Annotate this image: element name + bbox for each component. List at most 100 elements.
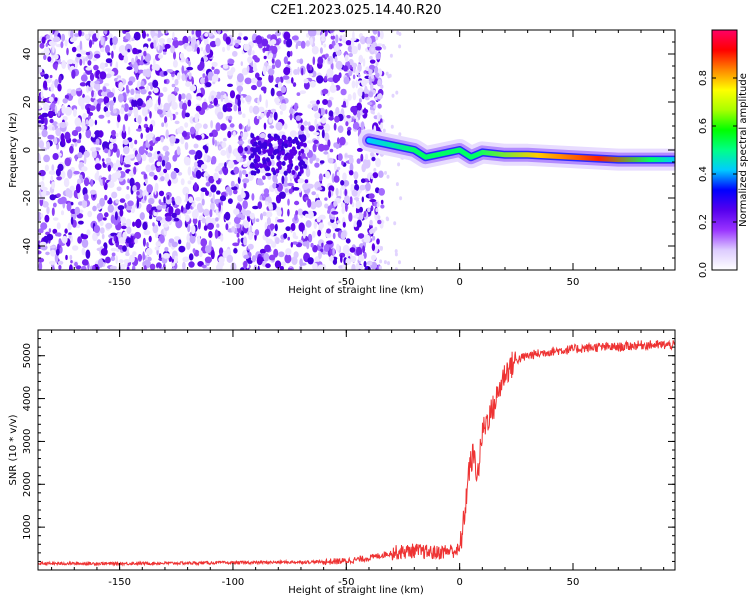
noise-dot: [274, 223, 278, 232]
noise-dot: [319, 47, 323, 54]
noise-dot: [274, 97, 281, 104]
noise-dot: [378, 93, 382, 98]
noise-dot: [335, 42, 339, 52]
noise-dot: [276, 90, 283, 97]
noise-dot: [345, 202, 348, 212]
noise-dot: [310, 201, 317, 210]
noise-dot: [88, 105, 96, 111]
noise-dot: [242, 131, 249, 138]
noise-dot: [122, 139, 129, 145]
noise-dot: [86, 85, 90, 93]
noise-dot: [217, 111, 224, 120]
noise-dot: [153, 39, 157, 50]
noise-dot: [264, 228, 271, 237]
noise-dot: [220, 91, 225, 96]
noise-dot: [232, 131, 236, 137]
noise-dot: [46, 206, 50, 215]
noise-dot: [348, 170, 354, 176]
noise-dot: [193, 143, 199, 149]
noise-dot: [154, 232, 159, 239]
colorbar-tick-label: 0.4: [698, 166, 709, 182]
noise-dot: [144, 195, 147, 201]
noise-dot: [108, 100, 115, 107]
noise-dot: [335, 60, 343, 70]
noise-dot: [320, 116, 327, 124]
noise-dot: [132, 264, 136, 270]
noise-dot: [205, 190, 209, 196]
noise-dot: [120, 263, 126, 270]
noise-dot: [136, 191, 140, 196]
noise-dot: [220, 235, 224, 242]
noise-dot: [375, 72, 380, 78]
noise-dot: [254, 154, 259, 160]
noise-dot: [184, 112, 190, 118]
noise-dot: [281, 161, 286, 166]
noise-dot: [303, 78, 309, 84]
noise-dot: [112, 143, 118, 153]
noise-dot: [144, 116, 148, 122]
noise-dot: [334, 56, 338, 63]
noise-dot: [312, 56, 316, 65]
noise-dot: [202, 145, 208, 150]
noise-dot: [339, 187, 342, 197]
noise-dot: [358, 98, 362, 103]
x-tick-label: 0: [456, 577, 462, 588]
noise-dot: [280, 86, 287, 94]
noise-dot: [194, 135, 202, 140]
noise-dot: [385, 71, 389, 76]
noise-dot: [314, 162, 320, 168]
spectrogram-y-axis-label: Frequency (Hz): [8, 112, 19, 188]
noise-dot: [243, 43, 250, 52]
noise-dot: [96, 239, 102, 245]
noise-dot: [306, 140, 314, 144]
noise-dot: [96, 169, 99, 177]
noise-dot: [99, 71, 107, 80]
noise-dot: [72, 108, 77, 117]
noise-dot: [142, 251, 145, 261]
noise-dot: [166, 37, 172, 44]
noise-dot: [201, 101, 208, 110]
x-tick-label: -100: [222, 577, 245, 588]
noise-dot: [187, 35, 192, 42]
noise-dot: [307, 104, 313, 109]
noise-dot: [78, 220, 84, 225]
noise-dot: [305, 40, 310, 47]
noise-dot: [279, 110, 283, 115]
noise-dot: [283, 170, 288, 176]
noise-dot: [163, 196, 166, 204]
spectrogram-x-axis-label: Height of straight line (km): [288, 285, 424, 296]
noise-dot: [157, 267, 160, 270]
noise-dot: [264, 221, 268, 230]
noise-dot: [160, 176, 165, 182]
noise-dot: [61, 235, 68, 244]
noise-dot: [135, 218, 142, 229]
noise-dot: [94, 163, 102, 171]
noise-dot: [105, 222, 113, 229]
noise-dot: [233, 104, 238, 112]
noise-dot: [351, 80, 356, 89]
noise-dot: [61, 33, 66, 42]
noise-dot: [121, 225, 127, 230]
noise-dot: [322, 186, 326, 192]
noise-dot: [169, 113, 174, 121]
noise-dot: [270, 87, 275, 97]
noise-dot: [376, 203, 380, 207]
noise-dot: [298, 222, 305, 232]
noise-dot: [228, 115, 233, 121]
noise-dot: [156, 161, 161, 167]
noise-dot: [143, 173, 148, 180]
noise-dot: [166, 194, 170, 200]
noise-dot: [291, 241, 299, 245]
noise-dot: [263, 87, 267, 94]
noise-dot: [287, 198, 290, 206]
noise-dot: [335, 34, 339, 44]
noise-dot: [185, 58, 189, 64]
noise-dot: [85, 67, 92, 71]
noise-dot: [215, 122, 221, 132]
noise-dot: [214, 198, 222, 203]
noise-dot: [38, 257, 45, 263]
noise-dot: [174, 195, 182, 206]
noise-dot: [373, 104, 377, 109]
noise-dot: [291, 77, 294, 84]
noise-dot: [271, 241, 277, 248]
